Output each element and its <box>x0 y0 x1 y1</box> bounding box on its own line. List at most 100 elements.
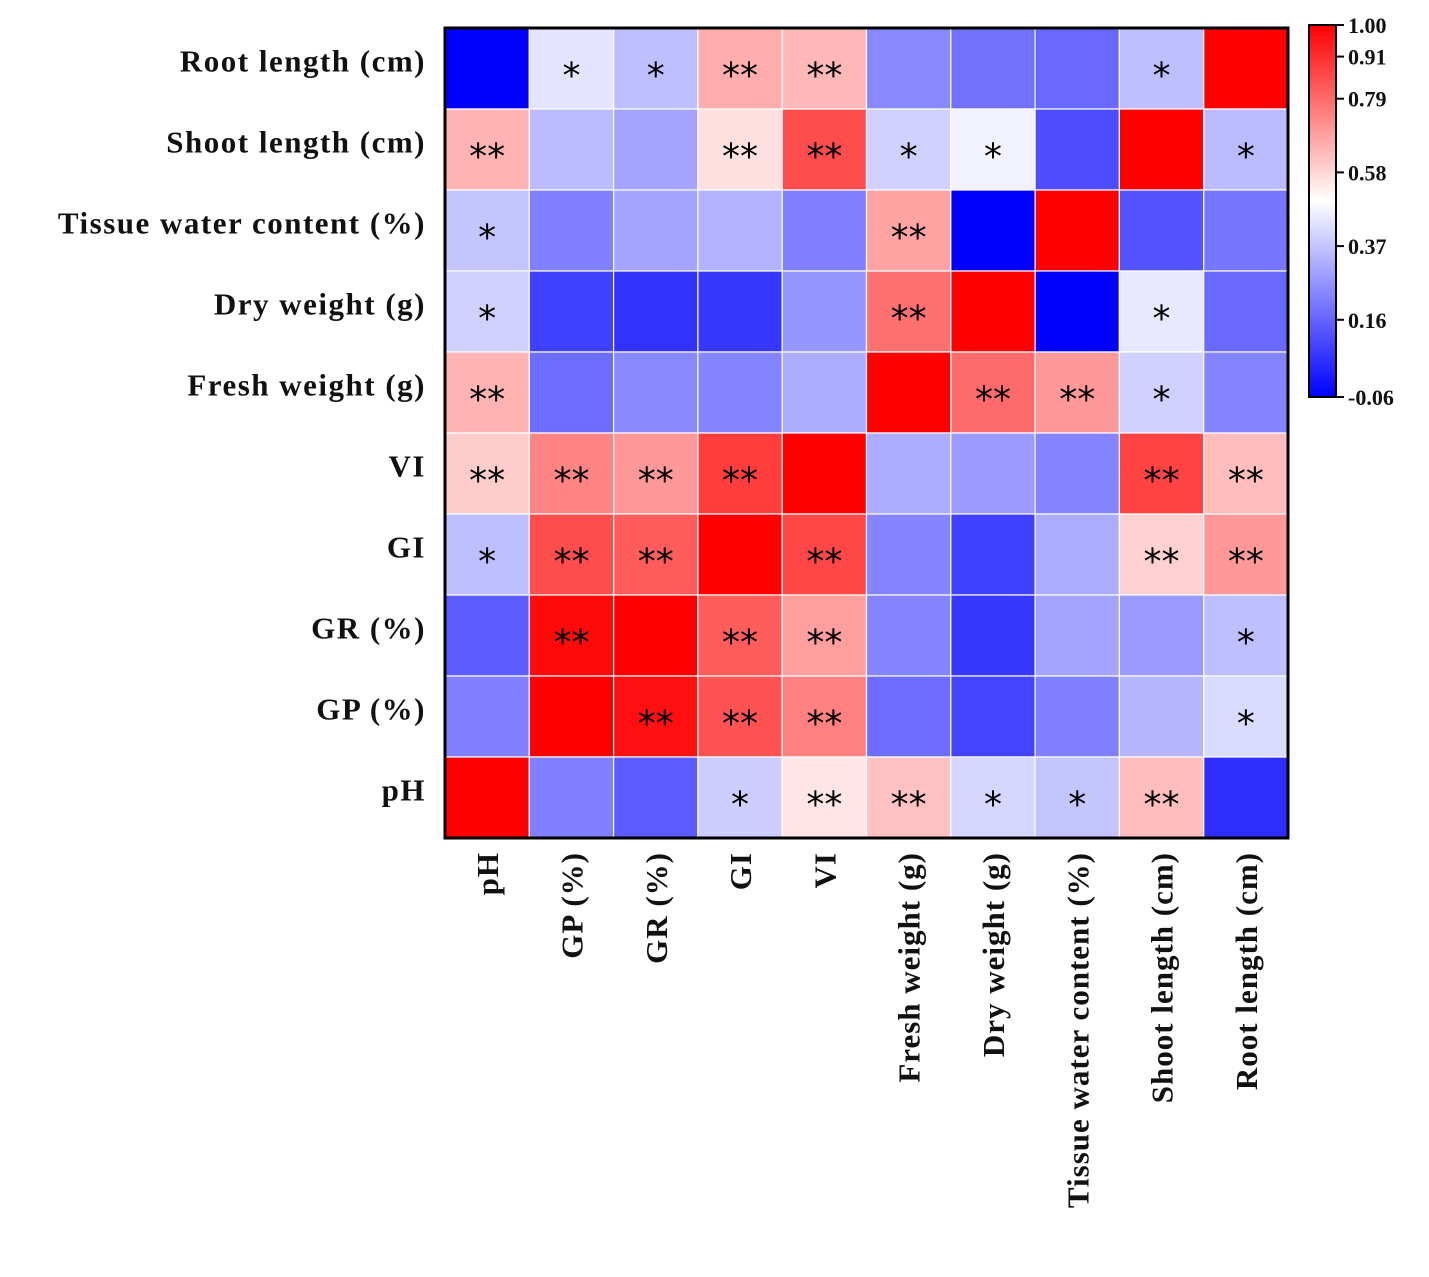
heatmap-cell <box>1118 108 1205 191</box>
significance-mark: ** <box>553 461 589 502</box>
heatmap-cell <box>612 594 699 677</box>
heatmap-cell <box>1118 189 1205 272</box>
significance-mark: ** <box>638 704 674 745</box>
heatmap-cell <box>697 189 783 272</box>
row-label: Dry weight (g) <box>214 287 426 322</box>
heatmap-cell <box>528 756 615 839</box>
colorbar-tick-label: 0.37 <box>1348 234 1387 259</box>
colorbar-tick-label: 0.79 <box>1348 87 1387 112</box>
heatmap-cell <box>1034 270 1120 353</box>
significance-mark: ** <box>806 623 842 664</box>
heatmap-cell <box>697 513 783 596</box>
significance-mark: * <box>1068 785 1086 826</box>
significance-mark: * <box>984 137 1002 178</box>
heatmap-cell <box>1034 756 1120 839</box>
heatmap-cell <box>1118 270 1205 353</box>
column-label: GI <box>723 852 758 890</box>
heatmap-cell <box>781 756 868 839</box>
significance-mark: ** <box>806 542 842 583</box>
row-label: GP (%) <box>316 692 426 727</box>
column-labels: pH GP (%) GR (%) GI VI Fresh weight (g) Dry we… <box>470 852 1264 1208</box>
heatmap-cell <box>865 756 952 839</box>
heatmap-cell <box>528 675 615 758</box>
significance-mark: * <box>1237 137 1255 178</box>
colorbar-tick-label: -0.06 <box>1348 385 1394 410</box>
heatmap-cell <box>1118 594 1205 677</box>
column-label: VI <box>807 852 842 888</box>
significance-mark: ** <box>1228 542 1264 583</box>
significance-mark: * <box>1153 299 1171 340</box>
heatmap-cell <box>781 351 868 434</box>
heatmap-cell <box>950 594 1036 677</box>
significance-marks: * * ** ** *** ** ** * * ** *** ** *** ** ** *** ** ** ** **… <box>469 56 1264 826</box>
significance-mark: ** <box>722 704 758 745</box>
heatmap-cell <box>612 27 699 110</box>
significance-mark: ** <box>891 785 927 826</box>
significance-mark: * <box>562 56 580 97</box>
row-label: Fresh weight (g) <box>187 368 426 403</box>
column-label: GP (%) <box>554 852 589 959</box>
colorbar <box>1308 24 1337 398</box>
significance-mark: * <box>984 785 1002 826</box>
row-label: Tissue water content (%) <box>58 206 426 241</box>
colorbar-tick-label: 0.91 <box>1348 45 1387 70</box>
column-label: Shoot length (cm) <box>1145 852 1180 1103</box>
heatmap-cell <box>528 189 615 272</box>
heatmap-cell <box>781 675 868 758</box>
significance-mark: ** <box>806 785 842 826</box>
heatmap-cell <box>1118 756 1205 839</box>
heatmap-cell <box>1034 27 1120 110</box>
significance-mark: * <box>1237 623 1255 664</box>
colorbar-tick-label: 0.16 <box>1348 308 1387 333</box>
significance-mark: ** <box>1144 785 1180 826</box>
heatmap-cell <box>1034 432 1120 515</box>
significance-mark: * <box>731 785 749 826</box>
heatmap-cell <box>612 756 699 839</box>
row-label: Shoot length (cm) <box>166 125 426 160</box>
significance-mark: ** <box>891 218 927 259</box>
heatmap-cell <box>528 432 615 515</box>
heatmap-cell <box>950 108 1036 191</box>
heatmap-cell <box>950 513 1036 596</box>
significance-mark: ** <box>722 623 758 664</box>
significance-mark: ** <box>722 461 758 502</box>
heatmap-cell <box>950 189 1036 272</box>
significance-mark: ** <box>891 299 927 340</box>
column-label: GR (%) <box>639 852 674 964</box>
heatmap-cell <box>1203 594 1289 677</box>
heatmap-cell <box>528 270 615 353</box>
heatmap-cell <box>1203 189 1289 272</box>
column-label: Tissue water content (%) <box>1060 852 1095 1208</box>
plot-border <box>443 26 1290 840</box>
colorbar-tick-label: 1.00 <box>1348 13 1387 38</box>
heatmap-cell <box>950 27 1036 110</box>
heatmap-cell <box>1203 270 1289 353</box>
heatmap-cell <box>781 432 868 515</box>
heatmap-cell <box>781 27 868 110</box>
heatmap-cell <box>444 270 530 353</box>
significance-mark: ** <box>975 380 1011 421</box>
heatmap-cell <box>1118 351 1205 434</box>
heatmap-cell <box>528 513 615 596</box>
heatmap-cell <box>444 594 530 677</box>
significance-mark: ** <box>469 380 505 421</box>
heatmap-cells <box>444 27 1289 839</box>
heatmap-cell <box>1203 675 1289 758</box>
row-label: pH <box>382 773 426 808</box>
heatmap-cell <box>528 108 615 191</box>
heatmap-cell <box>865 675 952 758</box>
row-label: VI <box>389 449 426 484</box>
heatmap-cell <box>781 108 868 191</box>
significance-mark: ** <box>638 542 674 583</box>
heatmap-cell <box>444 27 530 110</box>
heatmap-cell <box>1034 351 1120 434</box>
heatmap-cell <box>1203 756 1289 839</box>
row-label: Root length (cm) <box>180 44 426 79</box>
significance-mark: ** <box>1144 461 1180 502</box>
heatmap-cell <box>612 675 699 758</box>
heatmap-cell <box>865 351 952 434</box>
heatmap-cell <box>1034 513 1120 596</box>
heatmap-cell <box>697 675 783 758</box>
heatmap-cell <box>612 270 699 353</box>
heatmap-cell <box>444 432 530 515</box>
